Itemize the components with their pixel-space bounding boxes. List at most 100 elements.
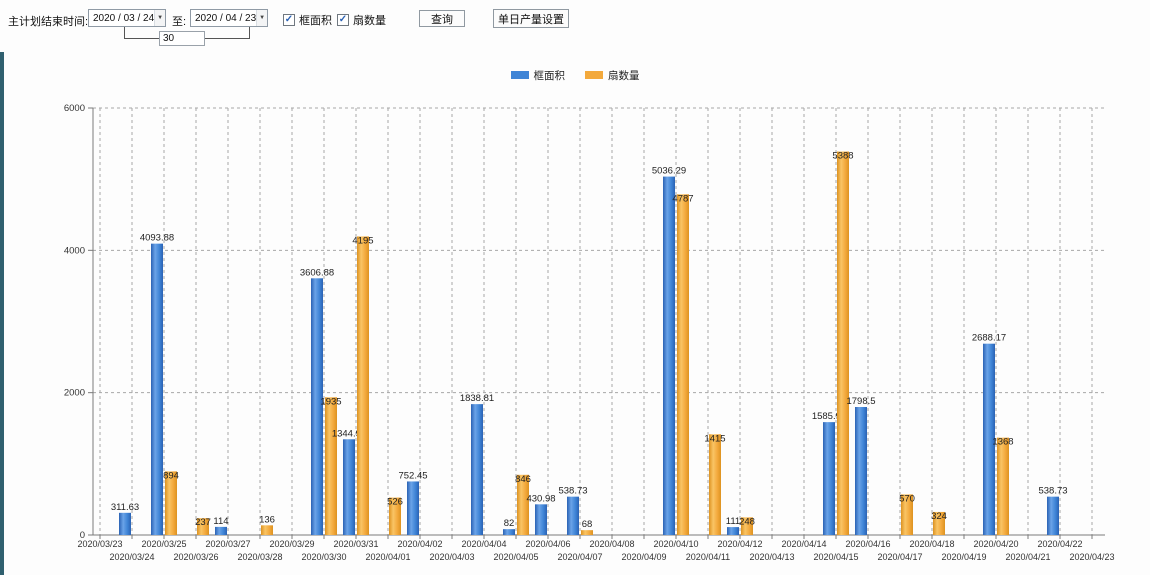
bar-label: 846 [515, 474, 531, 485]
checkmark-icon[interactable]: ✓ [283, 14, 295, 26]
legend-label-fan-count: 扇数量 [608, 69, 640, 82]
bar-fan-count [837, 151, 849, 535]
chevron-down-icon[interactable]: ▼ [256, 10, 267, 26]
x-tick-label: 2020/04/14 [781, 539, 826, 549]
bar-frame-area [407, 481, 419, 535]
bar-fan-count [325, 397, 337, 535]
bar-label: 2688.17 [972, 333, 1006, 344]
checkbox-frame-area[interactable]: ✓ 框面积 [283, 12, 332, 28]
bar-frame-area [311, 278, 323, 535]
x-tick-label: 2020/04/07 [557, 552, 602, 562]
bar-frame-area [215, 526, 227, 535]
x-tick-label: 2020/04/02 [397, 539, 442, 549]
bar-label: 82 [504, 518, 515, 529]
x-tick-label: 2020/04/04 [461, 539, 506, 549]
legend-label-frame-area: 框面积 [533, 69, 566, 82]
connector-line [124, 38, 159, 39]
x-tick-label: 2020/04/01 [365, 552, 410, 562]
bar-label: 5388 [832, 151, 853, 162]
bar-label: 894 [163, 470, 179, 481]
bar-label: 1798.5 [846, 396, 875, 407]
bar-label: 237 [195, 517, 211, 528]
bar-label: 3606.88 [300, 267, 334, 278]
bar-fan-count [677, 194, 689, 535]
y-tick-label: 6000 [64, 103, 85, 114]
bar-label: 1368 [992, 437, 1013, 448]
legend-item-frame-area: 框面积 [510, 68, 566, 83]
bar-label: 324 [931, 511, 947, 522]
connector-line [205, 38, 250, 39]
bar-label: 752.45 [398, 470, 427, 481]
x-tick-label: 2020/03/23 [77, 539, 122, 549]
daily-output-settings-button[interactable]: 单日产量设置 [493, 9, 569, 28]
x-tick-label: 2020/03/29 [269, 539, 314, 549]
bar-fan-count [901, 494, 913, 535]
bar-label: 311.63 [111, 502, 139, 513]
to-label: 至: [172, 16, 187, 28]
x-tick-label: 2020/04/21 [1005, 552, 1050, 562]
bar-label: 111 [726, 516, 740, 527]
bar-fan-count [389, 497, 401, 535]
legend-swatch-fan-count [585, 71, 603, 79]
left-edge-strip [0, 0, 4, 575]
days-between-input[interactable] [159, 31, 205, 46]
chevron-down-icon[interactable]: ▼ [154, 10, 165, 26]
bar-fan-count [741, 517, 753, 535]
x-tick-label: 2020/04/11 [686, 552, 730, 562]
bar-frame-area [1047, 496, 1059, 535]
chart-legend: 框面积 扇数量 [0, 68, 1150, 82]
bar-label: 68 [582, 519, 593, 530]
connector-line [124, 27, 125, 39]
bar-fan-count [165, 471, 177, 535]
production-bar-chart: 0 2000 4000 6000 2020/03/23 2020/03/24 2020/03… [64, 103, 1115, 562]
bar-label: 1585.96 [812, 411, 846, 422]
date-to-picker[interactable]: 2020 / 04 / 23 ▼ [190, 9, 268, 27]
bar-label: 114 [213, 516, 228, 527]
x-tick-label: 2020/04/22 [1037, 539, 1082, 549]
bar-label: 570 [899, 493, 915, 504]
bar-frame-area [343, 439, 355, 535]
bar-label: 1415 [704, 433, 725, 444]
checkmark-icon[interactable]: ✓ [337, 14, 349, 26]
x-tick-label: 2020/03/27 [205, 539, 250, 549]
x-tick-label: 2020/03/28 [237, 552, 282, 562]
bar-fan-count [517, 474, 529, 535]
x-tick-label: 2020/03/26 [173, 552, 218, 562]
bar-label: 538.73 [1038, 486, 1067, 497]
bar-fan-count [933, 511, 945, 535]
bar-fan-count [581, 530, 593, 535]
bar-frame-area [535, 504, 547, 535]
bar-fan-count [357, 236, 369, 536]
query-button[interactable]: 查询 [419, 10, 465, 27]
bar-frame-area [855, 407, 867, 535]
x-tick-label: 2020/04/12 [717, 539, 762, 549]
bar-fan-count [261, 525, 273, 535]
x-tick-label: 2020/04/03 [429, 552, 474, 562]
date-from-picker[interactable]: 2020 / 03 / 24 ▼ [88, 9, 166, 27]
bar-label: 4787 [672, 193, 693, 204]
bar-fan-count [709, 434, 721, 535]
bar-label: 5036.29 [652, 166, 686, 177]
x-tick-label: 2020/04/13 [749, 552, 794, 562]
bar-fan-count [197, 518, 209, 535]
x-tick-label: 2020/03/31 [333, 539, 378, 549]
bar-frame-area [151, 243, 163, 535]
x-tick-label: 2020/04/20 [973, 539, 1018, 549]
checkbox-fan-count[interactable]: ✓ 扇数量 [337, 12, 386, 28]
bar-frame-area [119, 512, 131, 535]
bar-label: 4195 [352, 235, 373, 246]
bar-label: 1935 [320, 396, 341, 407]
x-tick-label: 2020/04/10 [653, 539, 698, 549]
legend-item-fan-count: 扇数量 [585, 68, 640, 83]
x-tick-label: 2020/04/16 [845, 539, 890, 549]
x-tick-label: 2020/04/05 [493, 552, 538, 562]
bar-label: 4093.88 [140, 233, 174, 244]
bar-frame-area [503, 529, 515, 535]
bar-fan-count [997, 437, 1009, 535]
bar-frame-area [567, 496, 579, 535]
bar-frame-area [663, 176, 675, 535]
bar-label: 430.98 [526, 493, 555, 504]
bar-frame-area [823, 422, 835, 535]
bar-frame-area [983, 343, 995, 535]
x-tick-label: 2020/03/25 [141, 539, 186, 549]
